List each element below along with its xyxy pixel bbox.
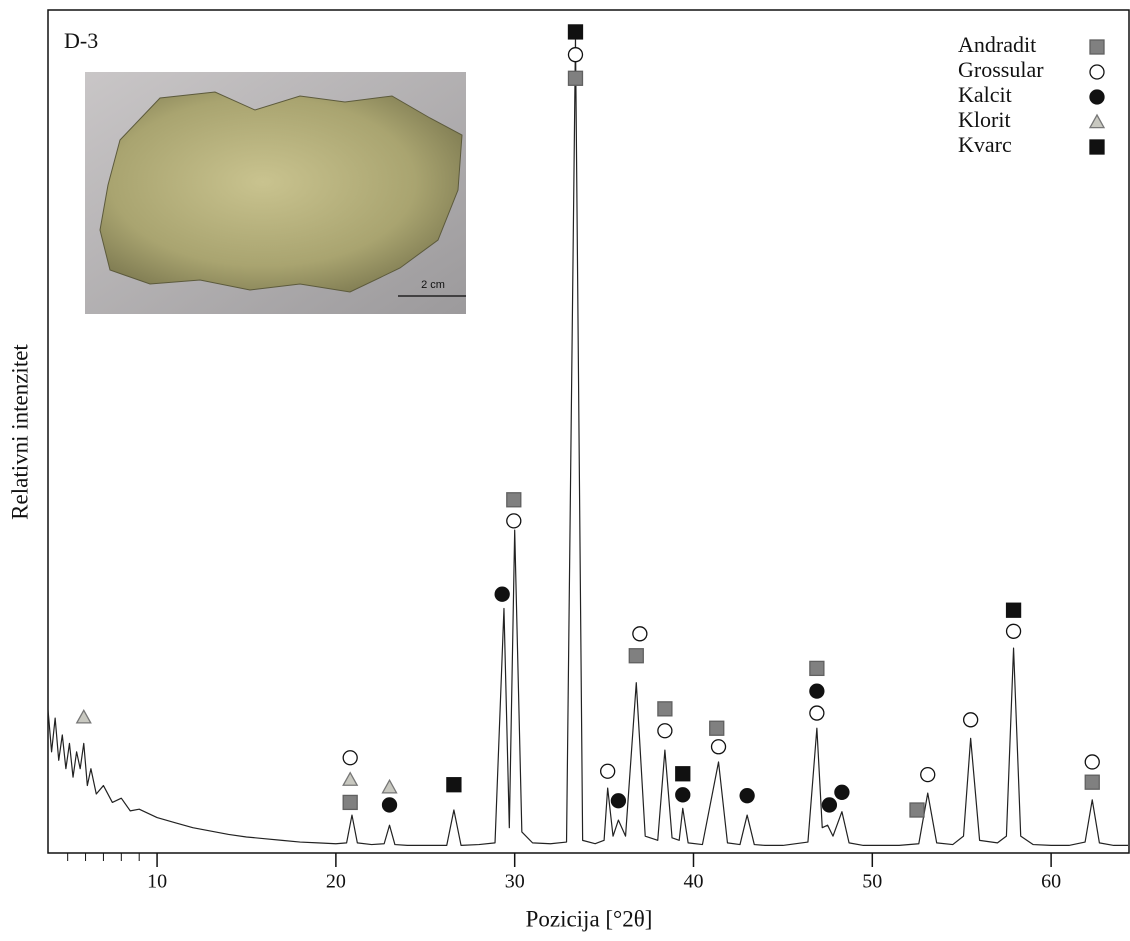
xrd-pattern xyxy=(47,37,1128,847)
phase-marker xyxy=(962,712,979,728)
photo-inset: 2 cm xyxy=(85,72,466,314)
phase-marker xyxy=(675,766,691,782)
x-axis-label: Pozicija [°2θ] xyxy=(526,906,653,931)
legend-symbol xyxy=(1089,139,1105,155)
phase-marker xyxy=(809,683,825,699)
phase-marker xyxy=(342,750,358,766)
phase-marker xyxy=(834,784,850,800)
y-axis-label: Relativni intenzitet xyxy=(7,344,32,520)
phase-marker xyxy=(381,778,398,794)
phase-marker xyxy=(1005,602,1022,618)
legend-symbol xyxy=(1089,89,1105,105)
phase-marker xyxy=(342,794,358,811)
phase-marker xyxy=(567,24,584,40)
legend-label: Kalcit xyxy=(958,82,1012,107)
x-tick-label: 50 xyxy=(862,871,882,893)
phase-marker xyxy=(632,626,648,642)
plot-frame xyxy=(47,9,1130,854)
phase-marker xyxy=(1084,774,1100,790)
phase-marker xyxy=(657,723,673,739)
x-tick-label: 30 xyxy=(505,871,525,893)
rock-photo xyxy=(99,91,463,293)
legend-label: Andradit xyxy=(958,32,1036,57)
phase-marker xyxy=(809,660,825,677)
phase-marker xyxy=(567,47,584,63)
scale-label: 2 cm xyxy=(421,279,445,291)
phase-marker xyxy=(628,648,644,664)
phase-marker xyxy=(709,720,725,736)
phase-marker xyxy=(909,802,925,818)
legend-label: Grossular xyxy=(958,57,1044,82)
phase-marker xyxy=(600,763,616,779)
phase-marker xyxy=(506,492,522,508)
phase-marker xyxy=(494,586,510,602)
phase-marker xyxy=(506,513,522,529)
x-tick-label: 60 xyxy=(1041,871,1061,893)
legend-label: Klorit xyxy=(958,107,1011,132)
x-tick-label: 40 xyxy=(683,871,703,893)
chart-title: D-3 xyxy=(64,28,98,53)
phase-marker xyxy=(809,705,825,721)
phase-marker xyxy=(739,788,755,804)
phase-marker xyxy=(381,797,398,813)
x-tick-label: 20 xyxy=(326,871,346,893)
legend-symbol xyxy=(1088,113,1106,129)
phase-marker xyxy=(675,787,691,803)
phase-marker xyxy=(1005,623,1022,639)
phase-marker xyxy=(446,777,462,793)
phase-marker xyxy=(75,708,92,724)
legend-label: Kvarc xyxy=(958,132,1012,157)
phase-marker xyxy=(610,793,627,809)
legend-symbol xyxy=(1089,39,1105,55)
phase-marker xyxy=(710,739,727,755)
phase-marker xyxy=(821,797,838,813)
phase-marker xyxy=(920,766,936,783)
x-tick-label: 10 xyxy=(147,871,167,893)
phase-marker xyxy=(342,771,359,786)
phase-marker xyxy=(657,701,673,717)
phase-marker xyxy=(1084,754,1100,770)
phase-marker xyxy=(567,70,584,86)
legend-symbol xyxy=(1089,64,1105,80)
